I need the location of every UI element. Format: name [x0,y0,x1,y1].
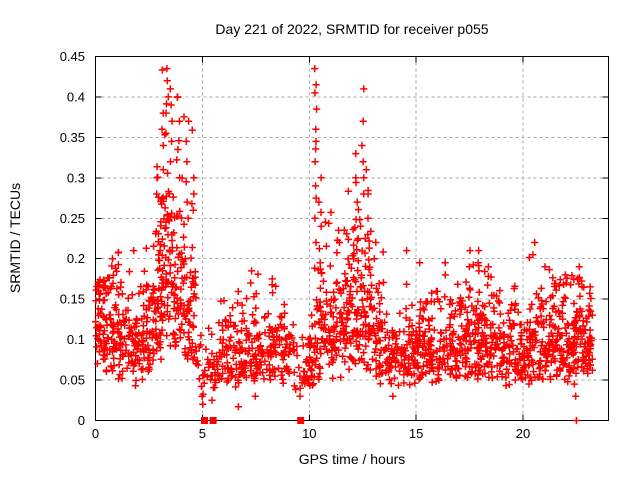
y-axis-label: SRMTID / TECUs [7,183,23,293]
y-tick-label: 0.45 [60,49,85,64]
zero-dropout-marker [297,417,305,424]
tick-labels: 0 5 10 15 20 0 0.05 0.1 0.15 0.2 0.25 0.3 0.35 0.4 0.4… [60,49,531,441]
data-series [92,65,596,425]
x-tick-label: 0 [92,426,99,441]
y-tick-label: 0.2 [67,251,85,266]
x-tick-label: 5 [199,426,206,441]
zero-dropout-marker [201,417,208,424]
x-tick-label: 10 [302,426,316,441]
x-tick-label: 15 [409,426,423,441]
y-tick-label: 0 [78,413,85,428]
y-tick-label: 0.3 [67,170,85,185]
y-tick-label: 0.25 [60,211,85,226]
y-tick-label: 0.4 [67,89,85,104]
chart-title: Day 221 of 2022, SRMTID for receiver p05… [215,21,488,37]
data-points-markers [92,65,596,425]
y-tick-label: 0.15 [60,292,85,307]
zero-dropout-marker [209,417,217,424]
y-tick-label: 0.35 [60,130,85,145]
grid-lines-path [95,56,609,421]
x-tick-label: 20 [516,426,530,441]
grid-lines [95,56,609,421]
y-tick-label: 0.1 [67,332,85,347]
y-tick-label: 0.05 [60,373,85,388]
x-axis-label: GPS time / hours [299,451,406,467]
